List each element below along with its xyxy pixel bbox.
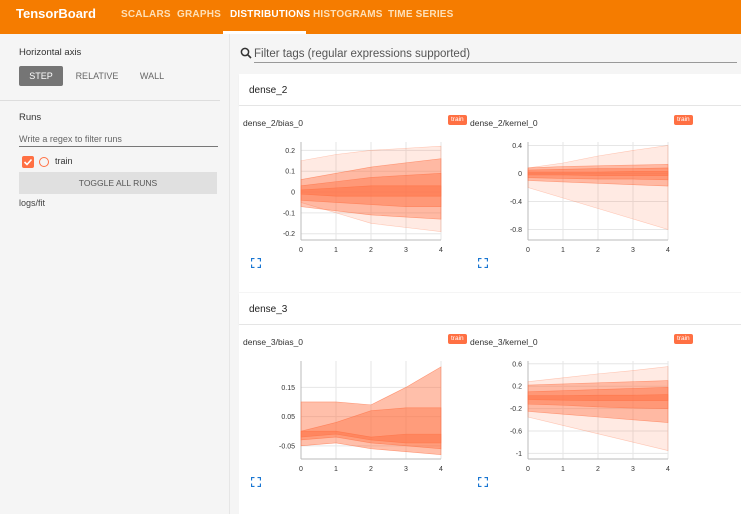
x-tick-label: 0	[299, 247, 303, 254]
y-tick-label: 0.4	[512, 143, 522, 150]
chart-card-dense-3-kernel: dense_3/kernel_0 train 0 1 2 3 4 0.6 0.2 -0.2 -0…	[468, 334, 694, 514]
y-tick-label: -1	[516, 451, 522, 458]
x-tick-label: 2	[596, 466, 600, 473]
x-tick-label: 3	[631, 247, 635, 254]
y-tick-label: 0	[518, 171, 522, 178]
x-tick-label: 3	[404, 466, 408, 473]
group-body-dense-3: dense_3/bias_0 train 0 1 2 3 4 0.15 0.05 -0.05 …	[239, 325, 741, 514]
expand-icon[interactable]	[478, 258, 488, 268]
card-title: dense_2/bias_0	[243, 118, 304, 128]
y-tick-label: -0.4	[510, 199, 522, 206]
run-badge: train	[674, 115, 693, 125]
x-tick-label: 2	[369, 466, 373, 473]
x-tick-label: 0	[299, 466, 303, 473]
run-name: train	[55, 156, 73, 166]
x-tick-label: 2	[596, 247, 600, 254]
x-tick-label: 1	[561, 247, 565, 254]
sidebar: Horizontal axis STEP RELATIVE WALL Runs …	[0, 34, 230, 514]
expand-icon[interactable]	[251, 477, 261, 487]
run-badge: train	[674, 334, 693, 344]
axis-relative-button[interactable]: RELATIVE	[75, 71, 119, 81]
main-content: dense_2 dense_2/bias_0 train 0 1 2 3 4 0.2 0.1…	[230, 34, 741, 514]
card-title: dense_2/kernel_0	[470, 118, 538, 128]
y-tick-label: -0.8	[510, 227, 522, 234]
y-tick-label: -0.2	[283, 231, 295, 238]
x-tick-label: 4	[666, 466, 670, 473]
y-tick-label: -0.05	[279, 443, 295, 450]
x-tick-label: 1	[561, 466, 565, 473]
y-tick-label: 0.05	[281, 414, 295, 421]
group-header-dense-3[interactable]: dense_3	[239, 293, 741, 325]
x-tick-label: 1	[334, 247, 338, 254]
top-app-bar: TensorBoard SCALARS GRAPHS DISTRIBUTIONS…	[0, 0, 741, 34]
distribution-band	[527, 394, 669, 402]
x-tick-label: 3	[631, 466, 635, 473]
card-title: dense_3/kernel_0	[470, 337, 538, 347]
chart-card-dense-2-bias: dense_2/bias_0 train 0 1 2 3 4 0.2 0.1 0 -0.1 -0.…	[241, 115, 467, 306]
x-tick-label: 2	[369, 247, 373, 254]
horizontal-axis-label: Horizontal axis	[19, 47, 82, 58]
x-tick-label: 4	[439, 466, 443, 473]
y-tick-label: 0.6	[512, 361, 522, 368]
check-icon	[23, 158, 33, 166]
run-badge: train	[448, 115, 467, 125]
distribution-band	[527, 366, 669, 451]
distribution-band	[527, 380, 669, 423]
y-tick-label: -0.1	[283, 210, 295, 217]
y-tick-label: -0.2	[510, 406, 522, 413]
x-tick-label: 4	[666, 247, 670, 254]
toggle-all-runs-button[interactable]: TOGGLE ALL RUNS	[19, 172, 217, 194]
distribution-band	[300, 185, 442, 197]
chart-card-dense-3-bias: dense_3/bias_0 train 0 1 2 3 4 0.15 0.05 -0.05	[241, 334, 467, 514]
tab-scalars[interactable]: SCALARS	[121, 9, 171, 20]
axis-wall-button[interactable]: WALL	[139, 71, 165, 81]
logdir-label: logs/fit	[19, 198, 46, 208]
run-checkbox[interactable]	[22, 156, 34, 168]
distribution-chart: 0 1 2 3 4 0.6 0.2 -0.2 -0.6 -1	[510, 361, 670, 473]
tab-graphs[interactable]: GRAPHS	[177, 9, 221, 20]
run-badge: train	[448, 334, 467, 344]
distribution-band	[527, 171, 669, 176]
x-tick-label: 4	[439, 247, 443, 254]
group-title: dense_3	[249, 304, 288, 315]
search-icon	[240, 47, 252, 59]
y-tick-label: 0.2	[285, 148, 295, 155]
tab-distributions[interactable]: DISTRIBUTIONS	[230, 9, 311, 20]
distribution-chart: 0 1 2 3 4 0.15 0.05 -0.05	[279, 361, 443, 473]
run-regex-input[interactable]	[19, 131, 218, 147]
x-tick-label: 0	[526, 247, 530, 254]
chart-card-dense-2-kernel: dense_2/kernel_0 train 0 1 2 3 4 0.4 0 -0.4 -0.8	[468, 115, 694, 306]
group-title: dense_2	[249, 85, 288, 96]
expand-icon[interactable]	[251, 258, 261, 268]
y-tick-label: 0	[291, 190, 295, 197]
sidebar-divider	[0, 100, 220, 101]
x-tick-label: 1	[334, 466, 338, 473]
active-tab-indicator	[223, 31, 306, 34]
tab-histograms[interactable]: HISTOGRAMS	[313, 9, 383, 20]
axis-step-button[interactable]: STEP	[19, 66, 63, 86]
x-tick-label: 3	[404, 247, 408, 254]
y-tick-label: -0.6	[510, 429, 522, 436]
group-header-dense-2[interactable]: dense_2	[239, 74, 741, 106]
expand-icon[interactable]	[478, 477, 488, 487]
y-tick-label: 0.1	[285, 169, 295, 176]
app-brand: TensorBoard	[16, 6, 96, 21]
distribution-chart: 0 1 2 3 4 0.4 0 -0.4 -0.8	[510, 142, 670, 254]
tag-filter-input[interactable]	[254, 45, 737, 63]
y-tick-label: 0.2	[512, 384, 522, 391]
card-title: dense_3/bias_0	[243, 337, 304, 347]
tab-time-series[interactable]: TIME SERIES	[388, 9, 454, 20]
x-tick-label: 0	[526, 466, 530, 473]
distribution-chart: 0 1 2 3 4 0.2 0.1 0 -0.1 -0.2	[283, 142, 443, 254]
distribution-band	[300, 430, 442, 444]
run-color-circle[interactable]	[39, 157, 49, 167]
runs-label: Runs	[19, 112, 42, 123]
y-tick-label: 0.15	[281, 385, 295, 392]
group-body-dense-2: dense_2/bias_0 train 0 1 2 3 4 0.2 0.1 0 -0.1 -0.…	[239, 106, 741, 292]
